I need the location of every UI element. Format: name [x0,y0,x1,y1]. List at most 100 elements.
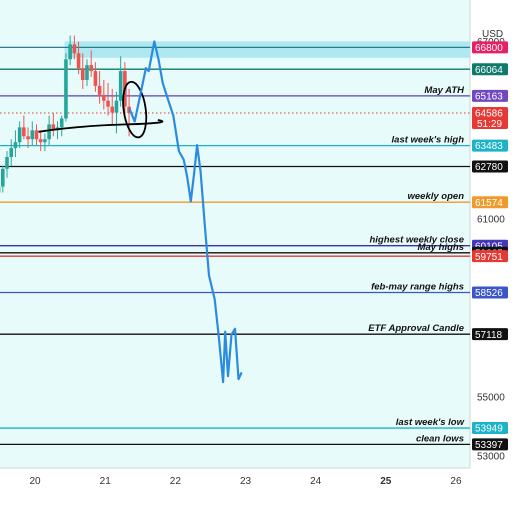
price-badge [472,422,508,435]
countdown-text: 51:29 [477,119,502,130]
price-badge-text: 66800 [475,43,503,54]
hand-drawn-curve [38,119,164,133]
price-badge-text: 61574 [475,198,503,209]
price-tick-label: 61000 [477,215,505,226]
candle-body [59,118,64,128]
hand-annotations [38,80,164,139]
candle-body [22,127,26,137]
price-badge [472,139,508,152]
price-axis-background [470,0,520,468]
candle [102,79,106,110]
candle-body [43,139,47,143]
candle [34,124,39,146]
time-tick-label: 20 [30,476,42,487]
candle [51,112,56,137]
candle-body [1,168,5,187]
time-axis: 20 21 22 23 24 25 26 [30,476,462,487]
candle [43,133,47,152]
candle [22,115,26,140]
candle [64,53,68,122]
current-price-badge [472,106,508,129]
candle-body [9,148,14,157]
candle-body [102,94,106,101]
candle [68,35,72,66]
level-label: May ATH [424,85,465,96]
time-tick-label: 22 [170,476,182,487]
candle [85,59,89,86]
candle [110,88,115,125]
price-badges: 6680066064651636348362780615746010559865… [472,41,508,451]
candle-body [64,59,68,119]
price-badge [472,41,508,54]
price-badge [472,89,508,102]
level-label: May highs [418,242,464,253]
price-badge-text: 65163 [475,91,503,102]
candle [76,41,81,75]
candle-body [72,44,77,54]
price-badge-text: 59751 [475,252,503,263]
candle-body [30,130,35,140]
price-badge-text: 53949 [475,424,503,435]
level-label: last week's low [396,417,465,428]
candle-body [80,68,85,80]
candle-body [85,65,89,80]
time-tick-label: 26 [450,476,462,487]
candle-body [47,124,51,140]
candle [5,151,9,178]
candle [1,165,5,193]
time-tick-label: 24 [310,476,322,487]
price-badge-text: 62780 [475,162,503,173]
level-label: feb-may range highs [371,281,464,292]
candle [38,130,43,152]
level-label: last week's high [392,135,465,146]
candle-body [97,85,102,95]
candle-body [17,127,22,143]
level-labels: May ATH last week's high weekly open highes… [368,85,465,445]
price-badge-text: 63483 [475,141,503,152]
candle-body [68,44,72,60]
level-lines [0,46,470,446]
price-badge-text: 57118 [475,330,503,341]
price-badge [472,196,508,209]
level-label: highest weekly close [369,235,464,246]
candle [17,121,22,149]
candle-body [89,65,93,72]
projected-path-line [128,40,243,384]
level-label: weekly open [408,191,465,202]
price-tick-label: 55000 [477,392,505,403]
price-badge [472,286,508,299]
price-badge [472,250,508,263]
resistance-zone [64,41,470,58]
candle [9,139,14,166]
candle [72,35,77,60]
candle [59,115,64,137]
projected-path [128,40,243,384]
candle-body [34,130,39,140]
price-badge [472,63,508,76]
resistance-zone-box [64,41,470,58]
price-badge [472,328,508,341]
candle-body [5,156,9,169]
candle [13,130,18,157]
candle-body [51,124,56,131]
candle-body [76,53,81,69]
candle-body [110,106,115,113]
candle [118,56,123,107]
current-price-text: 64586 [475,109,503,120]
hand-drawn-circle [122,80,148,139]
candle [93,62,98,92]
price-tick-label: 53000 [477,452,505,463]
level-label: ETF Approval Candle [368,323,464,334]
time-tick-label: 23 [240,476,252,487]
price-badge-text: 60105 [475,241,503,252]
candle [80,53,85,89]
candle [26,127,30,149]
candle-body [26,136,30,140]
candle [89,50,93,78]
candle [97,71,102,104]
price-badge [472,160,508,173]
price-badge-text: 58526 [475,288,503,299]
candle-body [114,100,119,113]
candle [106,82,110,116]
